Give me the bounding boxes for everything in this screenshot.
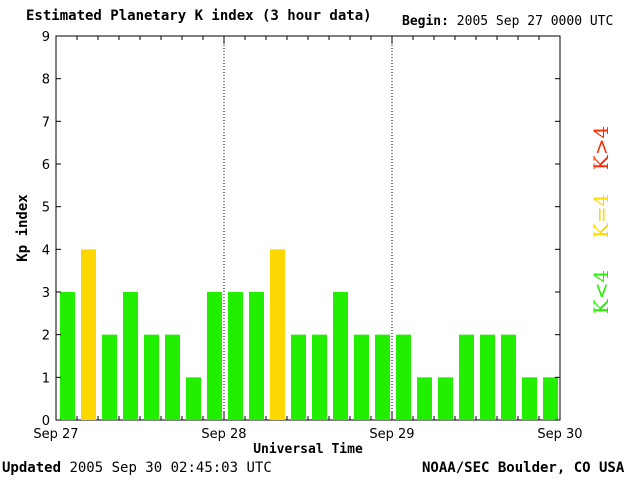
kp-bar [312,334,327,420]
legend-item: K<4 [589,270,613,314]
legend: K>4 K=4 K<4 [589,126,613,314]
x-tick-label: Sep 30 [537,427,582,442]
bar-series [60,249,558,420]
kp-bar [186,377,201,420]
kp-bar [438,377,453,420]
begin-label: Begin: [402,14,449,29]
kp-bar [123,292,138,420]
y-tick-label: 3 [42,286,50,301]
source-credit: NOAA/SEC Boulder, CO USA [422,460,625,476]
y-axis-label: Kp index [15,194,31,262]
kp-bar [480,334,495,420]
kp-bar [249,292,264,420]
updated-info: Updated 2005 Sep 30 02:45:03 UTC [2,460,272,476]
y-axis: 0 1 2 3 4 5 6 7 8 9 [42,30,560,429]
chart-title: Estimated Planetary K index (3 hour data… [26,8,372,24]
y-tick-label: 8 [42,73,50,88]
y-tick-label: 7 [42,115,50,130]
kp-bar [144,334,159,420]
updated-value: 2005 Sep 30 02:45:03 UTC [69,460,272,476]
kp-bar [354,334,369,420]
kp-bar [375,334,390,420]
x-tick-label: Sep 28 [201,427,246,442]
kp-bar [543,377,558,420]
x-tick-label: Sep 27 [33,427,78,442]
kp-bar [501,334,516,420]
kp-bar [291,334,306,420]
y-tick-label: 6 [42,158,50,173]
kp-bar [81,249,96,420]
x-axis-label: Universal Time [253,442,363,457]
kp-bar [459,334,474,420]
kp-bar [60,292,75,420]
kp-bar [270,249,285,420]
kp-bar [396,334,411,420]
updated-label: Updated [2,460,62,476]
kp-bar [102,334,117,420]
kp-bar [522,377,537,420]
y-tick-label: 0 [42,414,50,429]
y-tick-label: 9 [42,30,50,45]
kp-bar [417,377,432,420]
kp-bar [333,292,348,420]
x-tick-label: Sep 29 [369,427,414,442]
y-tick-label: 2 [42,329,50,344]
kp-bar [165,334,180,420]
y-tick-label: 1 [42,371,50,386]
begin-value: 2005 Sep 27 0000 UTC [456,14,614,29]
x-axis: Sep 27 Sep 28 Sep 29 Sep 30 [33,36,583,442]
y-tick-label: 4 [42,243,50,258]
legend-item: K>4 [589,126,613,170]
day-grid [223,36,393,420]
kp-bar [207,292,222,420]
kp-bar [228,292,243,420]
begin-info: Begin: 2005 Sep 27 0000 UTC [402,14,613,29]
y-tick-label: 5 [42,201,50,216]
legend-item: K=4 [589,194,613,238]
